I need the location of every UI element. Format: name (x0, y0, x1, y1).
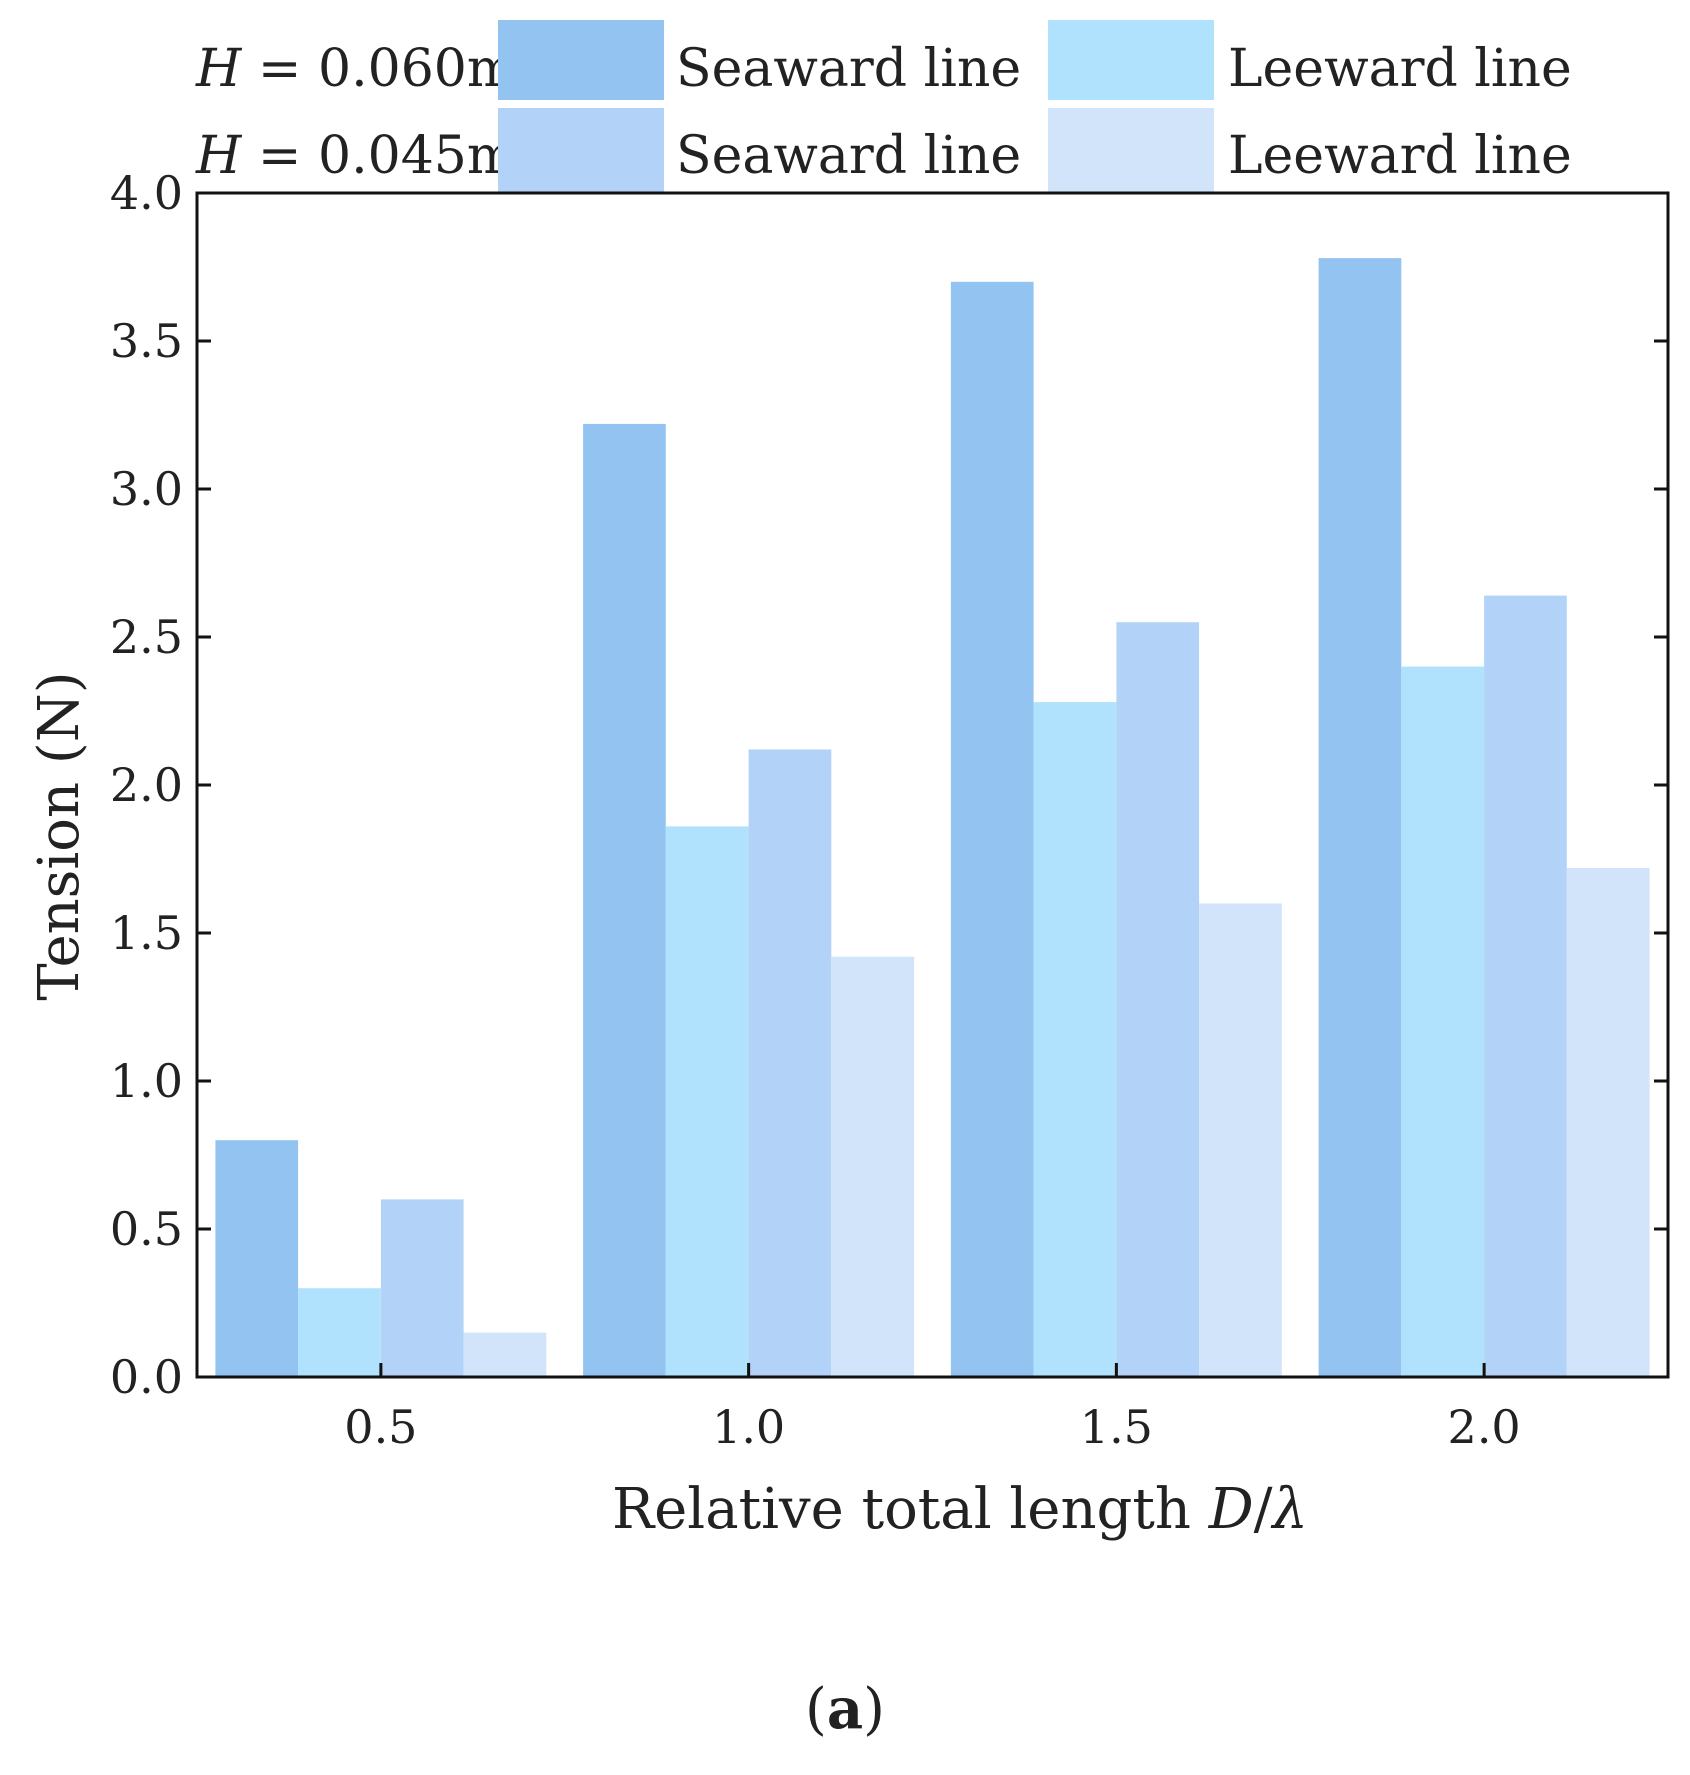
legend: H = 0.060m Seaward line Leeward line H =… (195, 20, 1572, 194)
bar-series3-cat-0.5 (380, 1199, 464, 1377)
bar-series3-cat-1.5 (1116, 622, 1200, 1377)
legend-label-h045-seaward: Seaward line (676, 126, 1021, 186)
legend-group-label-h045: H = 0.045m (195, 126, 516, 186)
bar-series3-cat-2.0 (1484, 595, 1567, 1377)
bar-series3-cat-1.0 (748, 749, 832, 1377)
bar-series2-cat-1.5 (1033, 702, 1117, 1377)
y-tick-label: 4.0 (110, 166, 183, 220)
y-tick-label: 1.0 (110, 1054, 183, 1108)
bar-series4-cat-0.5 (463, 1332, 547, 1377)
x-tick-label: 2.0 (1448, 1400, 1521, 1454)
bar-series4-cat-1.0 (831, 956, 915, 1377)
bar-series2-cat-2.0 (1401, 666, 1485, 1377)
y-tick-label: 1.5 (110, 906, 183, 960)
legend-swatch-h060-seaward (498, 20, 664, 100)
legend-group-label-h060: H = 0.060m (195, 39, 516, 99)
y-tick-label: 2.5 (110, 610, 183, 664)
legend-label-h060-seaward: Seaward line (676, 39, 1021, 99)
bars-layer (215, 258, 1650, 1378)
x-tick-label: 1.5 (1080, 1400, 1153, 1454)
x-tick-label: 1.0 (712, 1400, 785, 1454)
bar-series2-cat-0.5 (298, 1288, 381, 1377)
y-tick-label: 3.0 (110, 462, 183, 516)
bar-series1-cat-1.5 (950, 281, 1034, 1377)
legend-label-h045-leeward: Leeward line (1228, 126, 1572, 186)
bar-series1-cat-1.0 (583, 423, 666, 1377)
x-tick-label: 0.5 (344, 1400, 417, 1454)
y-tick-label: 0.0 (110, 1350, 183, 1404)
y-tick-label: 3.5 (110, 314, 183, 368)
x-axis-ticks: 0.5 1.0 1.5 2.0 (344, 1363, 1521, 1454)
bar-series2-cat-1.0 (665, 826, 749, 1377)
y-axis-title: Tension (N) (27, 671, 92, 1000)
bar-series4-cat-2.0 (1566, 867, 1650, 1377)
bar-series1-cat-0.5 (215, 1140, 299, 1377)
y-axis-ticks: 0.0 0.5 1.0 1.5 2.0 2.5 3.0 3.5 4.0 (110, 166, 1668, 1404)
bar-series4-cat-1.5 (1199, 903, 1282, 1377)
legend-swatch-h060-leeward (1048, 20, 1214, 100)
x-axis-title: Relative total length D/λ (612, 1477, 1308, 1542)
legend-swatch-h045-seaward (498, 108, 664, 194)
figure-caption: (a) (805, 1676, 885, 1742)
y-tick-label: 0.5 (110, 1202, 183, 1256)
bar-series1-cat-2.0 (1318, 258, 1402, 1378)
y-tick-label: 2.0 (110, 758, 183, 812)
legend-swatch-h045-leeward (1048, 108, 1214, 194)
legend-label-h060-leeward: Leeward line (1228, 39, 1572, 99)
plot-area-frame (195, 191, 1670, 1379)
